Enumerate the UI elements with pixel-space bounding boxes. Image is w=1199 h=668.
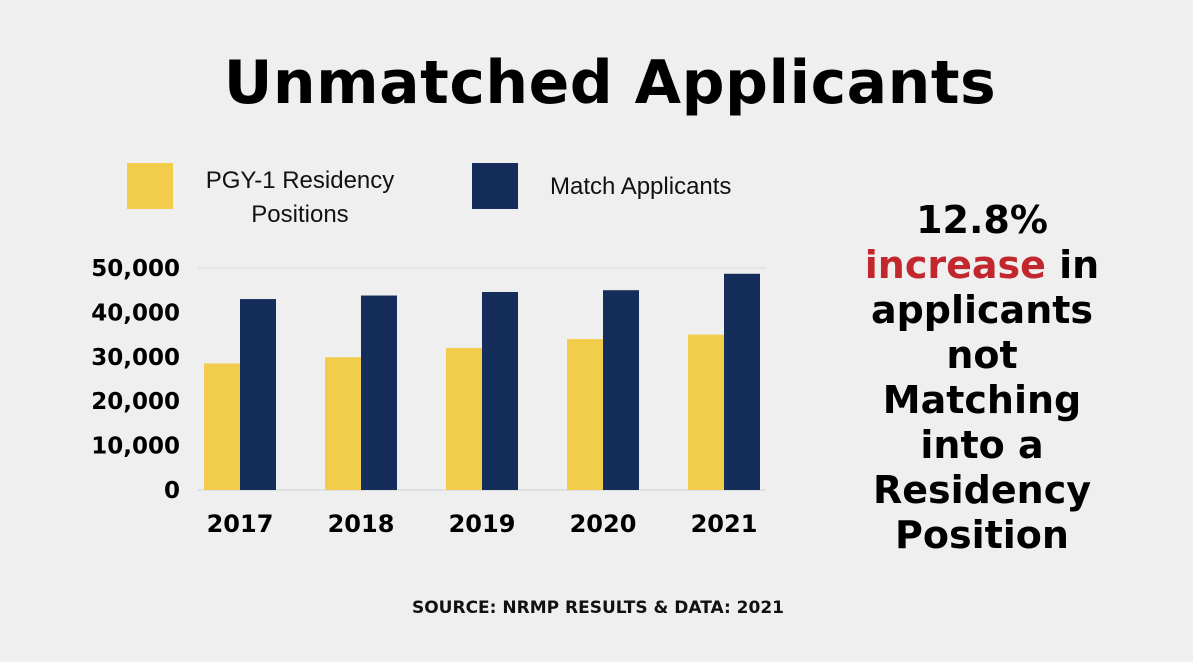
x-tick-label: 2020 bbox=[570, 510, 637, 538]
y-tick-label: 10,000 bbox=[91, 434, 180, 460]
bar-positions bbox=[567, 339, 603, 490]
callout-matching: Matching bbox=[882, 378, 1082, 422]
x-tick-label: 2021 bbox=[691, 510, 758, 538]
y-tick-label: 0 bbox=[164, 478, 180, 504]
bar-positions bbox=[204, 363, 240, 490]
bar-applicants bbox=[603, 290, 639, 490]
source-note: SOURCE: NRMP RESULTS & DATA: 2021 bbox=[411, 598, 784, 618]
legend-swatch-positions bbox=[127, 163, 173, 209]
callout-line-increase: increase in bbox=[850, 243, 1114, 288]
bar-positions bbox=[446, 347, 482, 490]
bar-positions bbox=[688, 334, 724, 490]
callout-increase-word: increase bbox=[864, 243, 1046, 287]
page-title: Unmatched Applicants bbox=[223, 48, 997, 118]
x-tick-label: 2017 bbox=[207, 510, 274, 538]
callout-into-a: into a bbox=[920, 423, 1044, 467]
callout-residency: Residency bbox=[873, 468, 1091, 512]
callout-position: Position bbox=[895, 513, 1069, 557]
callout-percent: 12.8% bbox=[916, 198, 1048, 242]
callout-applicants: applicants bbox=[870, 288, 1094, 332]
legend-label-applicants: Match Applicants bbox=[550, 173, 732, 200]
y-tick-label: 40,000 bbox=[91, 300, 180, 326]
increase-callout: 12.8% increase in applicants not Matchin… bbox=[850, 198, 1114, 558]
legend-label-positions: PGY-1 Residency Positions bbox=[205, 167, 395, 228]
y-tick-label: 50,000 bbox=[91, 256, 180, 282]
x-tick-label: 2018 bbox=[328, 510, 395, 538]
callout-in-word: in bbox=[1045, 243, 1100, 287]
x-tick-label: 2019 bbox=[449, 510, 516, 538]
bar-applicants bbox=[724, 273, 760, 490]
bar-applicants bbox=[482, 291, 518, 490]
legend-swatch-applicants bbox=[472, 163, 518, 209]
bar-positions bbox=[325, 357, 361, 490]
callout-not: not bbox=[946, 333, 1018, 377]
y-tick-label: 20,000 bbox=[91, 389, 180, 415]
bar-applicants bbox=[361, 295, 397, 490]
bar-applicants bbox=[240, 299, 276, 490]
y-tick-label: 30,000 bbox=[91, 345, 180, 371]
